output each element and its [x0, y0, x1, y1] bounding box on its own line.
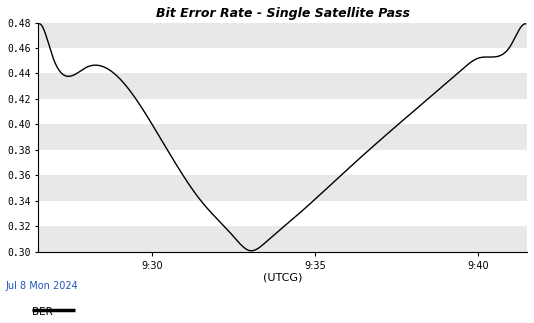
Text: Jul 8 Mon 2024: Jul 8 Mon 2024 [5, 281, 78, 291]
Bar [38, 226, 527, 252]
Bar [38, 175, 527, 201]
Bar [38, 74, 527, 99]
Title: Bit Error Rate - Single Satellite Pass: Bit Error Rate - Single Satellite Pass [155, 7, 410, 20]
Bar [38, 99, 527, 124]
Text: BER: BER [32, 307, 53, 317]
X-axis label: (UTCG): (UTCG) [263, 272, 302, 282]
Bar [38, 23, 527, 48]
Bar [38, 150, 527, 175]
Bar [38, 48, 527, 74]
Bar [38, 124, 527, 150]
Bar [38, 201, 527, 226]
